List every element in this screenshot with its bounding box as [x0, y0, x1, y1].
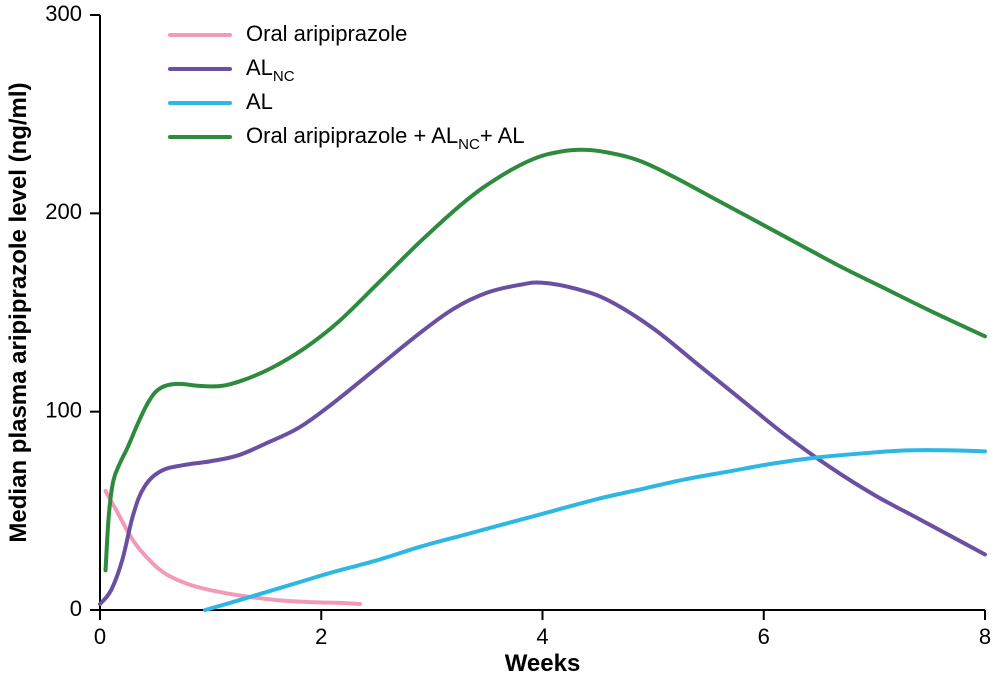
- series-combo: [106, 150, 985, 571]
- series-al: [205, 450, 985, 610]
- x-tick-label: 4: [536, 624, 548, 649]
- y-axis-title: Median plasma aripiprazole level (ng/ml): [5, 82, 32, 542]
- series-oral: [106, 491, 360, 604]
- series-alnc: [100, 283, 985, 605]
- x-tick-label: 6: [758, 624, 770, 649]
- plasma-level-chart: 0 100 200 300 0 2 4 6 8 Weeks Median plasma aripip…: [0, 0, 1002, 683]
- x-axis-title: Weeks: [505, 650, 581, 677]
- legend-label-combo: Oral aripiprazole + ALNC+ AL: [246, 123, 525, 154]
- x-tick-label: 8: [979, 624, 991, 649]
- x-tick-label: 2: [315, 624, 327, 649]
- legend-label-oral: Oral aripiprazole: [246, 21, 407, 46]
- y-tick-label: 200: [45, 199, 82, 224]
- y-tick-label: 0: [70, 596, 82, 621]
- chart-svg: 0 100 200 300 0 2 4 6 8 Weeks Median plasma aripip…: [0, 0, 1002, 683]
- y-tick-label: 300: [45, 1, 82, 26]
- x-tick-label: 0: [94, 624, 106, 649]
- legend-label-alnc: ALNC: [246, 55, 295, 86]
- y-tick-label: 100: [45, 397, 82, 422]
- legend-label-al: AL: [246, 89, 273, 114]
